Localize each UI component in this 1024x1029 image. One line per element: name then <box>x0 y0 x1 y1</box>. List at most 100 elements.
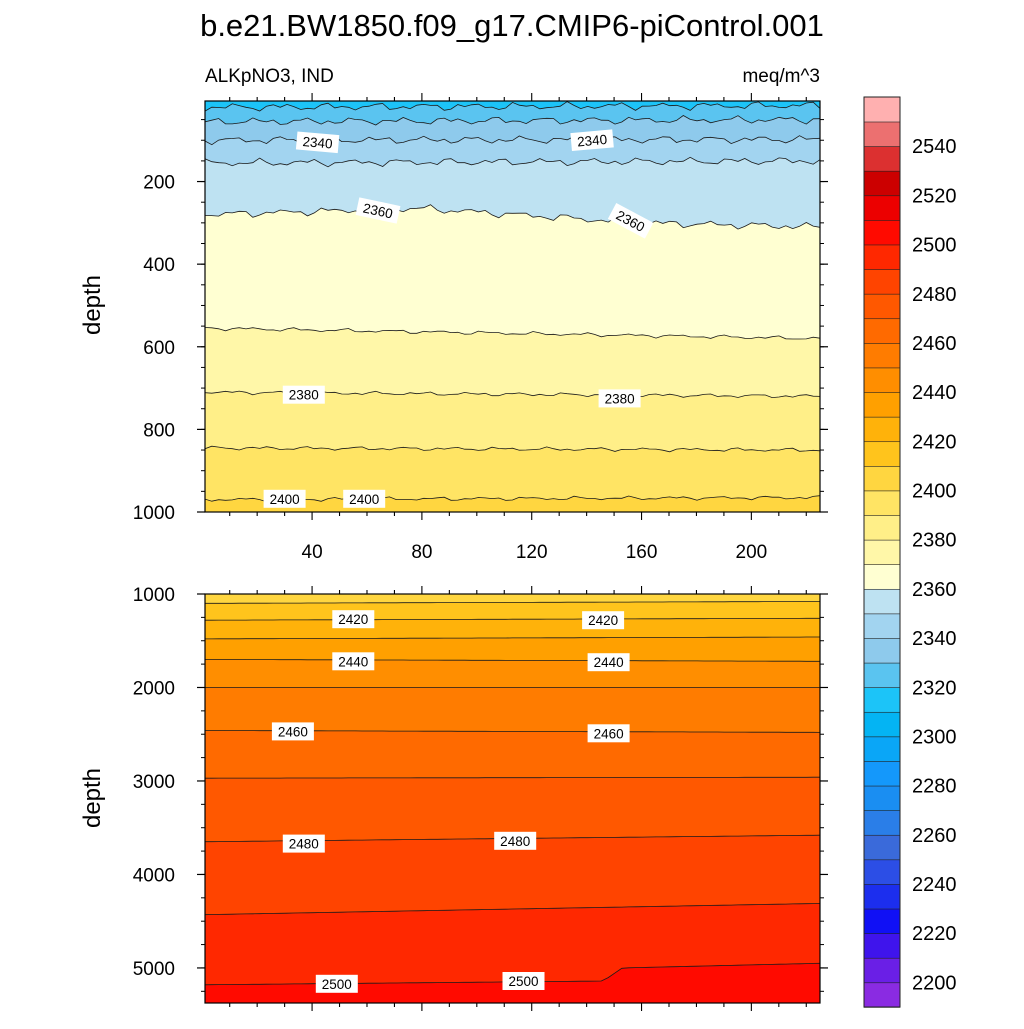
contour-band <box>205 659 820 688</box>
contour-label-text: 2380 <box>289 388 319 403</box>
contour-band <box>205 601 820 621</box>
colorbar-tick-label: 2420 <box>912 431 957 453</box>
colorbar: 2200 2220 2240 2260 2280 2300 2320 2340 2360 2380… <box>863 96 957 1008</box>
contour-label-text: 2480 <box>500 834 530 849</box>
contour-label-box <box>570 129 614 151</box>
contour-label-text: 2420 <box>338 612 368 627</box>
contour-label: 2480 <box>494 831 537 850</box>
contour-band <box>205 618 820 639</box>
colorbar-tick-label: 2280 <box>912 776 957 798</box>
contour-label: 2420 <box>582 611 625 630</box>
contour-band <box>205 777 820 842</box>
contour-band <box>205 327 820 398</box>
contour-line <box>205 156 820 168</box>
y-axis-label: depth <box>79 768 106 828</box>
colorbar-swatch <box>863 416 901 443</box>
colorbar-tick-label: 2360 <box>912 579 957 601</box>
contour-label: 2500 <box>502 972 545 990</box>
contour-label-box <box>607 202 654 239</box>
colorbar-swatch <box>863 662 901 688</box>
colorbar-tick-label: 2380 <box>912 530 957 552</box>
y-tick-label: 3000 <box>133 772 175 793</box>
colorbar-swatch <box>863 145 901 172</box>
colorbar-swatch <box>863 883 901 910</box>
contour-label: 2340 <box>570 129 614 151</box>
contour-band <box>205 391 820 452</box>
lower-panel: 2420 2420 2440 2440 2460 2460 2480 2480 2500 2500… <box>79 585 828 1011</box>
colorbar-swatch <box>863 809 901 836</box>
contour-band <box>205 135 820 167</box>
plot-area <box>205 594 820 1003</box>
contour-label-text: 2380 <box>605 391 635 406</box>
colorbar-swatch <box>863 957 901 984</box>
contour-label: 2340 <box>295 131 340 154</box>
contour-label-text: 2500 <box>508 974 538 989</box>
units-label: meq/m^3 <box>742 66 820 87</box>
contour-band <box>205 495 820 512</box>
contour-band <box>205 835 820 915</box>
colorbar-swatch <box>863 268 901 295</box>
x-tick-label: 120 <box>516 542 548 563</box>
figure-title: b.e21.BW1850.f09_g17.CMIP6-piControl.001 <box>200 8 824 43</box>
contour-label-box <box>282 385 325 404</box>
contour-label: 2460 <box>271 722 314 741</box>
colorbar-swatch <box>863 441 901 467</box>
y-tick-label: 200 <box>143 173 175 194</box>
y-axis-label: depth <box>79 275 106 335</box>
plot-frame <box>204 593 821 1004</box>
contour-label-box <box>598 389 641 408</box>
colorbar-swatch <box>863 834 901 861</box>
x-tick-label: 40 <box>302 542 323 563</box>
contour-label-text: 2500 <box>322 977 352 992</box>
contour-line <box>205 617 820 621</box>
plot-area <box>205 101 820 512</box>
x-tick-label: 160 <box>626 542 658 563</box>
contour-label-box <box>587 724 630 743</box>
y-tick-label: 2000 <box>133 678 175 699</box>
contour-label-text: 2400 <box>349 492 379 507</box>
colorbar-swatch <box>863 318 901 344</box>
contour-band <box>205 101 820 112</box>
contour-label-box <box>587 653 630 672</box>
contour-band <box>205 101 820 125</box>
x-tick-label: 200 <box>736 542 768 563</box>
colorbar-swatch <box>863 514 901 541</box>
colorbar-tick-label: 2220 <box>912 923 957 945</box>
contour-label-box <box>494 831 537 850</box>
contour-label-text: 2460 <box>278 724 308 739</box>
colorbar-tick-label: 2480 <box>912 284 957 306</box>
colorbar-tick-label: 2500 <box>912 235 957 257</box>
colorbar-swatch <box>863 908 901 934</box>
contour-band <box>205 115 820 145</box>
contour-label-box <box>263 489 306 508</box>
contour-band <box>205 446 820 502</box>
colorbar-swatch <box>863 588 901 615</box>
y-tick-label: 1000 <box>133 585 175 606</box>
colorbar-swatch <box>863 613 901 639</box>
contour-label: 2400 <box>343 489 386 508</box>
contour-line <box>205 327 820 340</box>
colorbar-swatch <box>863 490 901 516</box>
contour-label: 2480 <box>282 834 325 853</box>
contour-line <box>205 601 820 604</box>
colorbar-tick-label: 2440 <box>912 382 957 404</box>
colorbar-tick-label: 2320 <box>912 677 957 699</box>
x-tick-label: 80 <box>411 542 432 563</box>
colorbar-swatch <box>863 391 901 418</box>
contour-label-box <box>332 610 375 629</box>
colorbar-swatch <box>863 539 901 565</box>
contour-label-text: 2460 <box>594 726 624 741</box>
contour-line <box>205 115 820 126</box>
contour-label: 2360 <box>355 197 401 224</box>
contour-label-box <box>315 974 358 993</box>
colorbar-swatch <box>863 367 901 393</box>
contour-label: 2440 <box>587 653 630 672</box>
colorbar-tick-label: 2260 <box>912 825 957 847</box>
contour-label-box <box>271 722 314 741</box>
colorbar-swatch <box>863 932 901 959</box>
contour-label-box <box>502 972 545 990</box>
colorbar-tick-label: 2400 <box>912 481 957 503</box>
